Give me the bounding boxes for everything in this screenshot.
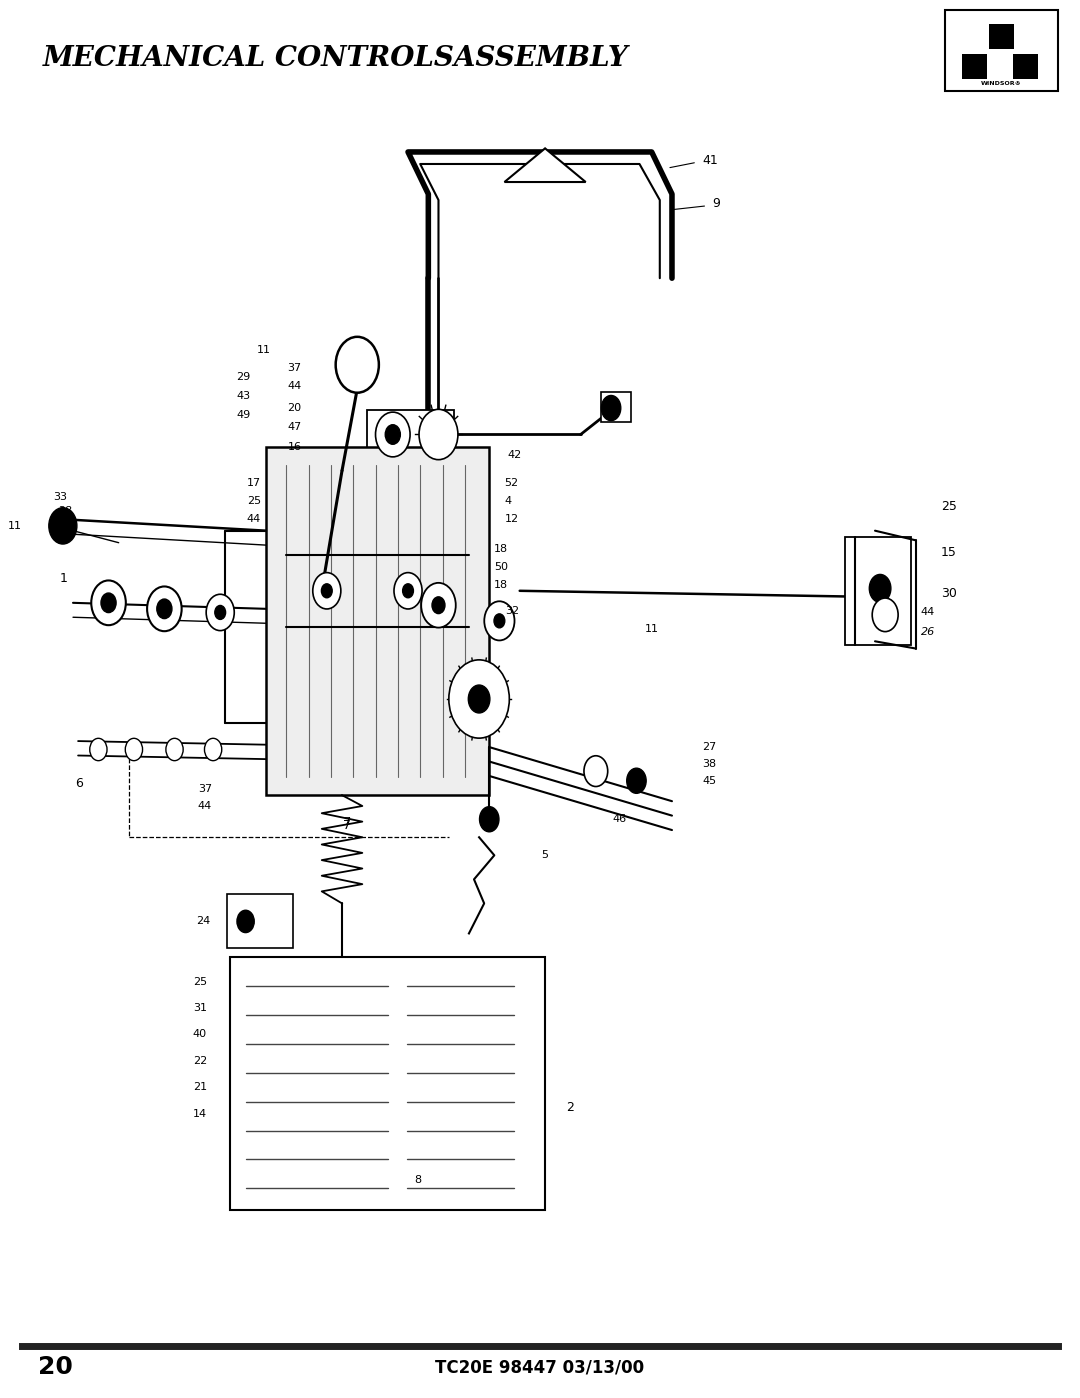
Circle shape bbox=[102, 593, 117, 612]
Circle shape bbox=[90, 738, 107, 761]
Circle shape bbox=[494, 614, 504, 628]
Text: 7: 7 bbox=[343, 819, 351, 832]
Text: 20: 20 bbox=[38, 1355, 72, 1380]
Text: 16: 16 bbox=[287, 442, 301, 452]
Text: 38: 38 bbox=[702, 759, 716, 769]
Text: 43: 43 bbox=[237, 391, 251, 401]
Text: 5: 5 bbox=[541, 850, 549, 860]
Circle shape bbox=[336, 337, 379, 393]
Text: 18: 18 bbox=[495, 580, 509, 590]
Text: 20: 20 bbox=[287, 403, 301, 412]
Text: 21: 21 bbox=[193, 1082, 207, 1092]
Text: 47: 47 bbox=[287, 422, 301, 432]
Circle shape bbox=[125, 738, 143, 761]
Circle shape bbox=[419, 410, 458, 460]
Text: 18: 18 bbox=[495, 544, 509, 554]
Text: 44: 44 bbox=[246, 513, 261, 524]
Text: 25: 25 bbox=[246, 496, 261, 506]
Text: 15: 15 bbox=[941, 545, 957, 559]
Circle shape bbox=[166, 738, 184, 761]
Text: 30: 30 bbox=[941, 587, 957, 600]
Text: 6: 6 bbox=[75, 777, 83, 790]
Bar bbox=[227, 893, 294, 948]
Text: 52: 52 bbox=[504, 478, 518, 488]
Circle shape bbox=[584, 756, 608, 787]
Bar bbox=[845, 537, 910, 644]
Circle shape bbox=[484, 601, 514, 640]
Text: 24: 24 bbox=[195, 917, 210, 927]
Text: 25: 25 bbox=[193, 977, 207, 987]
Circle shape bbox=[91, 580, 125, 625]
Polygon shape bbox=[504, 148, 585, 182]
Circle shape bbox=[449, 660, 510, 738]
Circle shape bbox=[386, 425, 401, 445]
Bar bbox=[230, 958, 545, 1209]
Text: 28: 28 bbox=[58, 506, 72, 516]
Circle shape bbox=[403, 584, 414, 598]
Text: 27: 27 bbox=[702, 742, 717, 752]
Circle shape bbox=[206, 594, 234, 630]
Text: 8: 8 bbox=[415, 1174, 421, 1186]
Text: 22: 22 bbox=[192, 1055, 207, 1065]
Text: 11: 11 bbox=[645, 625, 659, 635]
Circle shape bbox=[873, 598, 899, 632]
Text: 2: 2 bbox=[567, 1102, 575, 1114]
Text: 25: 25 bbox=[941, 500, 957, 513]
Bar bbox=[945, 10, 1058, 91]
Circle shape bbox=[602, 396, 621, 421]
Text: 11: 11 bbox=[9, 521, 23, 531]
Text: 11: 11 bbox=[257, 345, 271, 355]
Text: 1: 1 bbox=[60, 572, 68, 586]
Circle shape bbox=[157, 598, 172, 618]
Circle shape bbox=[313, 573, 341, 610]
Circle shape bbox=[626, 768, 646, 793]
Text: TC20E 98447 03/13/00: TC20E 98447 03/13/00 bbox=[435, 1359, 645, 1376]
Circle shape bbox=[204, 738, 221, 761]
Text: 7: 7 bbox=[343, 816, 351, 826]
Circle shape bbox=[49, 507, 77, 544]
Circle shape bbox=[376, 412, 410, 457]
Text: 33: 33 bbox=[53, 492, 67, 502]
Text: 40: 40 bbox=[193, 1029, 207, 1040]
Bar bbox=[266, 446, 489, 795]
Circle shape bbox=[394, 573, 422, 610]
Text: 17: 17 bbox=[246, 478, 261, 488]
Bar bbox=[989, 24, 1014, 49]
Circle shape bbox=[432, 597, 445, 614]
Circle shape bbox=[480, 807, 499, 832]
Circle shape bbox=[869, 575, 891, 603]
Circle shape bbox=[421, 583, 456, 628]
Circle shape bbox=[469, 685, 490, 713]
Text: 44: 44 bbox=[198, 801, 212, 811]
Text: 4: 4 bbox=[504, 496, 512, 506]
Text: 37: 37 bbox=[287, 363, 301, 373]
Text: 12: 12 bbox=[504, 513, 518, 524]
Bar bbox=[1013, 55, 1038, 78]
Text: MECHANICAL CONTROLSASSEMBLY: MECHANICAL CONTROLSASSEMBLY bbox=[43, 45, 629, 73]
Text: 50: 50 bbox=[495, 562, 509, 572]
Bar bbox=[367, 411, 454, 459]
Bar bbox=[600, 393, 632, 422]
Text: WINDSOR®: WINDSOR® bbox=[982, 81, 1022, 87]
Text: 9: 9 bbox=[713, 197, 720, 210]
Text: 46: 46 bbox=[612, 814, 626, 825]
Text: 41: 41 bbox=[702, 154, 718, 166]
Text: 37: 37 bbox=[198, 784, 212, 794]
Bar bbox=[962, 55, 987, 78]
Text: 26: 26 bbox=[920, 626, 935, 636]
Text: 44: 44 bbox=[287, 382, 301, 391]
Circle shape bbox=[237, 910, 254, 932]
Text: 44: 44 bbox=[920, 608, 935, 618]
Circle shape bbox=[322, 584, 333, 598]
Text: 42: 42 bbox=[508, 450, 522, 460]
Text: 45: 45 bbox=[702, 776, 716, 786]
Text: 14: 14 bbox=[193, 1109, 207, 1118]
Circle shape bbox=[215, 605, 226, 619]
Text: 31: 31 bbox=[193, 1002, 207, 1014]
Text: 32: 32 bbox=[505, 607, 519, 617]
Circle shape bbox=[147, 586, 181, 632]
Text: 49: 49 bbox=[237, 410, 251, 421]
Text: 29: 29 bbox=[237, 372, 251, 382]
